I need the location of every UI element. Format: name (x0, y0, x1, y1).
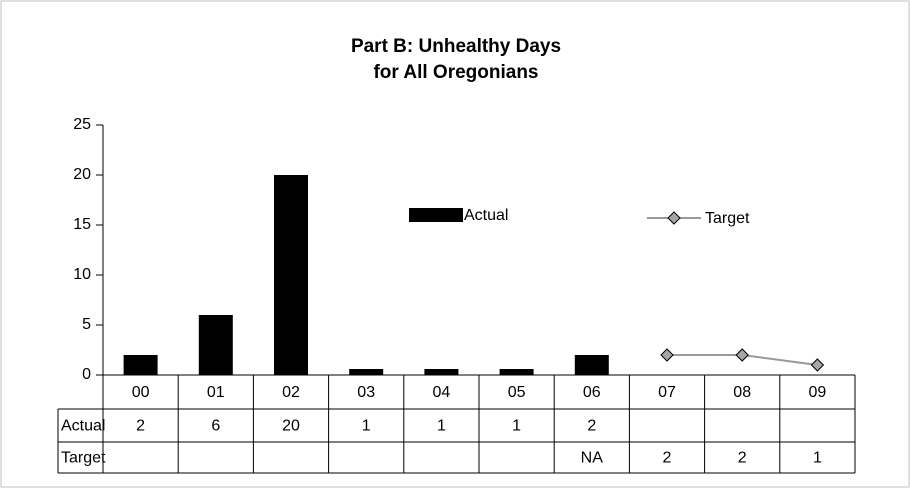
legend-marker (667, 211, 681, 225)
table-cell: 1 (813, 450, 822, 467)
x-tick-label: 09 (809, 384, 827, 401)
y-tick-label: 5 (82, 316, 91, 333)
table-cell: 2 (738, 450, 747, 467)
table-cell: 6 (211, 418, 220, 435)
x-tick-label: 05 (508, 384, 526, 401)
table-cell: 1 (362, 418, 371, 435)
table-cell: 2 (587, 418, 596, 435)
x-tick-label: 00 (132, 384, 150, 401)
target-marker (810, 358, 825, 372)
bar (123, 355, 158, 375)
bar (574, 355, 609, 375)
target-marker (660, 348, 674, 362)
bar (424, 369, 459, 375)
x-tick-label: 08 (733, 384, 751, 401)
table-cell: 1 (512, 418, 521, 435)
y-tick-label: 0 (82, 366, 91, 383)
chart-title: Part B: Unhealthy Days (351, 36, 561, 57)
legend-swatch (409, 208, 463, 222)
x-tick-label: 07 (658, 384, 676, 401)
legend-label: Target (705, 210, 750, 227)
x-tick-label: 06 (583, 384, 601, 401)
bar (499, 369, 534, 375)
table-cell: NA (581, 450, 604, 467)
y-tick-label: 15 (73, 216, 91, 233)
x-tick-label: 01 (207, 384, 225, 401)
y-tick-label: 20 (73, 166, 91, 183)
table-cell: 20 (282, 418, 300, 435)
x-tick-label: 04 (433, 384, 451, 401)
bar (198, 315, 233, 375)
x-tick-label: 03 (357, 384, 375, 401)
bar (349, 369, 384, 375)
table-cell: 1 (437, 418, 446, 435)
y-tick-label: 25 (73, 116, 91, 133)
table-row-label: Actual (61, 418, 105, 435)
y-tick-label: 10 (73, 266, 91, 283)
chart-title: for All Oregonians (373, 62, 538, 83)
table-row-label: Target (61, 450, 106, 467)
bar (274, 175, 308, 375)
table-cell: 2 (136, 418, 145, 435)
target-marker (735, 348, 749, 362)
table-cell: 2 (663, 450, 672, 467)
legend-label: Actual (464, 207, 508, 224)
x-tick-label: 02 (282, 384, 300, 401)
